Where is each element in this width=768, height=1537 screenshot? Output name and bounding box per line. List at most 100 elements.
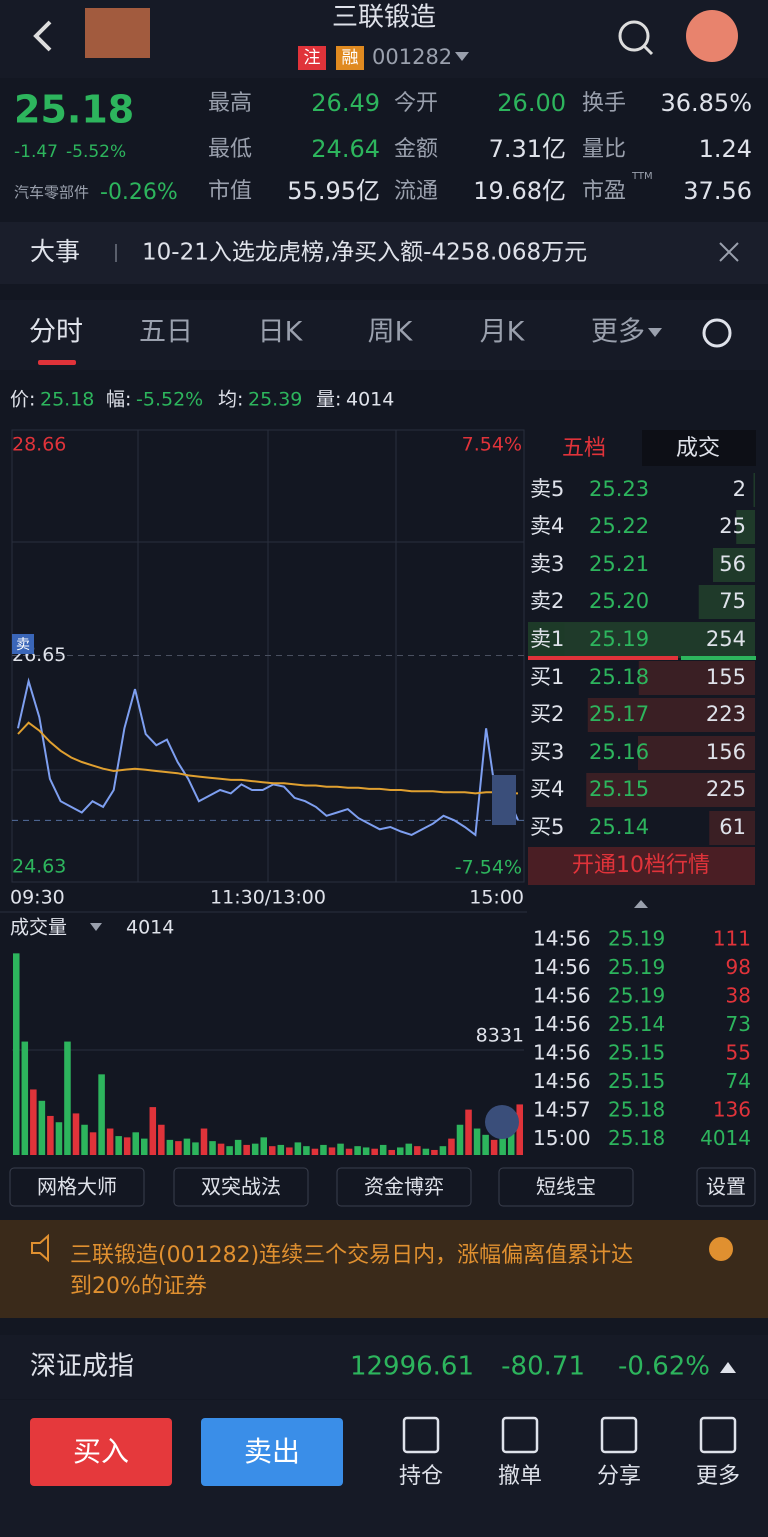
tool-label[interactable]: 设置 xyxy=(706,1175,746,1199)
volume-bar xyxy=(226,1146,233,1155)
sell-btn[interactable] xyxy=(201,1418,343,1486)
dropdown[interactable] xyxy=(455,52,469,61)
alert-text: 三联锻造(001282)连续三个交易日内，涨幅偏离值累计达 xyxy=(70,1243,633,1268)
volume-bar xyxy=(89,1132,97,1155)
info-label: 均: xyxy=(218,389,243,411)
buy-btn[interactable] xyxy=(30,1418,172,1486)
action-icon[interactable] xyxy=(501,1416,539,1454)
sell-label[interactable]: 卖出 xyxy=(244,1435,300,1468)
alert-close[interactable] xyxy=(709,1237,733,1261)
volume-bar xyxy=(209,1141,216,1155)
tab[interactable]: 周K xyxy=(368,317,414,348)
volume-bar xyxy=(473,1128,481,1155)
tab[interactable]: 日K xyxy=(258,317,304,348)
price-line xyxy=(17,677,519,837)
index-name[interactable]: 深证成指 xyxy=(30,1352,134,1382)
tab[interactable]: 分时 xyxy=(29,317,83,348)
x-tick-label: 09:30 xyxy=(10,887,65,909)
info-value: 4014 xyxy=(346,389,394,411)
volume-bar xyxy=(388,1149,395,1155)
volume-bar xyxy=(192,1142,199,1155)
book-level: 卖4 xyxy=(530,514,564,538)
volume-bar xyxy=(405,1143,413,1155)
depth-bar xyxy=(709,811,755,845)
tool-btn[interactable] xyxy=(173,1167,309,1207)
stock-code: 001282 xyxy=(372,45,452,69)
book-tab[interactable]: 成交 xyxy=(676,436,720,461)
float-btn[interactable] xyxy=(492,775,516,825)
volume-bar xyxy=(243,1144,250,1155)
volume-bar xyxy=(516,1104,523,1155)
volume-bar xyxy=(64,1041,71,1155)
volume-bar xyxy=(166,1139,174,1155)
trade-time: 14:56 xyxy=(533,984,591,1008)
user-avatar[interactable] xyxy=(686,10,738,62)
split-bar xyxy=(681,656,756,660)
volume-label[interactable]: 成交量 xyxy=(10,917,67,939)
tab[interactable]: 更多 xyxy=(591,317,645,348)
volume-bar xyxy=(379,1144,387,1155)
trade-volume: 55 xyxy=(726,1041,751,1065)
tool-label[interactable]: 资金博弈 xyxy=(364,1175,444,1199)
tool-btn[interactable] xyxy=(336,1167,472,1207)
volume-bar xyxy=(234,1139,242,1155)
volume-bar xyxy=(465,1109,472,1155)
action-icon[interactable] xyxy=(600,1416,638,1454)
stat-label: 市值 xyxy=(208,179,252,204)
volume-bar xyxy=(175,1141,182,1155)
change-pct: -5.52% xyxy=(66,142,126,162)
action-label[interactable]: 撤单 xyxy=(498,1464,542,1489)
action-label[interactable]: 更多 xyxy=(696,1464,740,1489)
settings[interactable] xyxy=(702,318,732,348)
book-price: 25.21 xyxy=(589,552,649,576)
buy-label[interactable]: 买入 xyxy=(73,1435,129,1468)
volume-current: 4014 xyxy=(126,917,174,939)
book-level: 买4 xyxy=(530,777,564,801)
action-label[interactable]: 分享 xyxy=(597,1464,641,1489)
search-icon[interactable] xyxy=(618,20,650,52)
tag xyxy=(336,46,364,70)
volume-bar xyxy=(149,1107,157,1155)
volume-bar xyxy=(328,1147,336,1155)
info-label: 价: xyxy=(10,389,35,411)
book-level: 买3 xyxy=(530,740,564,764)
volume-bar xyxy=(431,1149,438,1155)
stat-value: 55.95亿 xyxy=(287,177,380,205)
volume-bar xyxy=(345,1148,353,1155)
tab[interactable]: 月K xyxy=(480,317,526,348)
marker-bg xyxy=(12,634,34,654)
pct-label: 7.54% xyxy=(462,434,522,456)
back-icon[interactable] xyxy=(33,20,52,52)
close[interactable] xyxy=(719,242,739,262)
upgrade-btn[interactable] xyxy=(528,847,755,885)
info-label: 幅: xyxy=(106,389,131,411)
volume-bar xyxy=(13,953,20,1155)
book-tab[interactable]: 五档 xyxy=(562,436,606,461)
tool-btn[interactable] xyxy=(696,1167,756,1207)
action-icon[interactable] xyxy=(402,1416,440,1454)
book-level: 买1 xyxy=(530,665,564,689)
volume-bar xyxy=(414,1146,421,1155)
news-text[interactable]: 10-21入选龙虎榜,净买入额-4258.068万元 xyxy=(142,240,587,266)
book-price: 25.22 xyxy=(589,514,649,538)
trade-time: 15:00 xyxy=(533,1126,591,1150)
tab[interactable]: 五日 xyxy=(139,317,193,348)
tool-label[interactable]: 双突战法 xyxy=(201,1175,281,1199)
volume-bar xyxy=(106,1128,114,1155)
tool-label[interactable]: 短线宝 xyxy=(536,1175,596,1199)
volume-bar xyxy=(507,1118,515,1155)
tool-label[interactable]: 网格大师 xyxy=(37,1175,117,1199)
tool-btn[interactable] xyxy=(9,1167,145,1207)
depth-bar xyxy=(564,623,755,657)
tool-btn[interactable] xyxy=(498,1167,634,1207)
trade-price: 25.19 xyxy=(608,955,665,979)
split-bar xyxy=(528,656,678,660)
info-value: 25.18 xyxy=(40,389,94,411)
upgrade-label[interactable]: 开通10档行情 xyxy=(572,853,710,878)
action-label[interactable]: 持仓 xyxy=(399,1464,443,1489)
expand-btn[interactable] xyxy=(485,1105,519,1139)
book-level: 卖3 xyxy=(530,552,564,576)
stat-label: 金额 xyxy=(394,137,438,162)
action-icon[interactable] xyxy=(699,1416,737,1454)
stock-name: 三联锻造 xyxy=(332,3,436,33)
